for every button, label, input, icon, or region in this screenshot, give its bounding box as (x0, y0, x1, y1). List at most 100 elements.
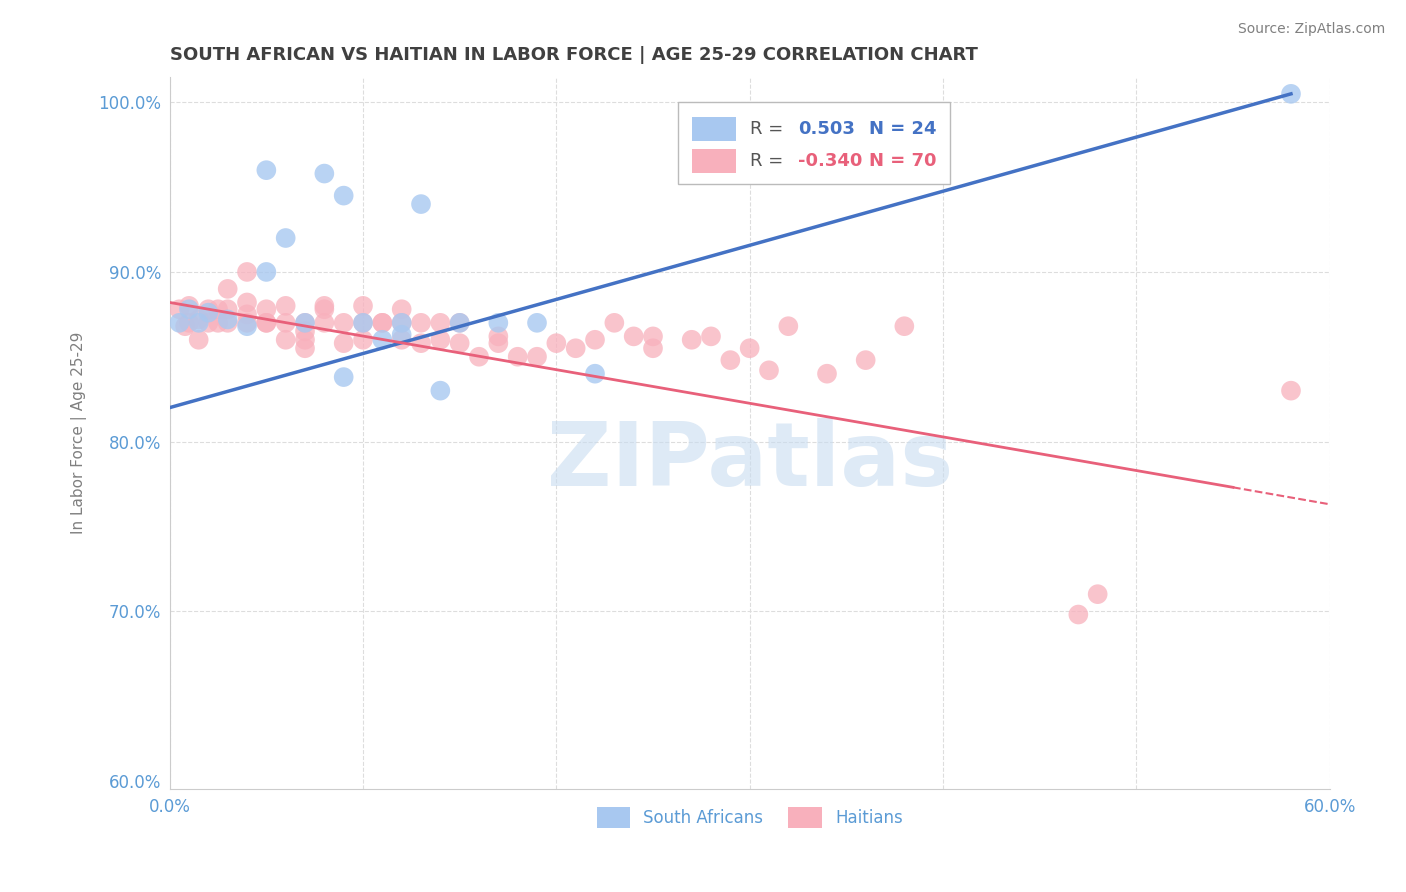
Point (274, 299, 297, 313)
Point (449, 316, 471, 330)
Point (254, 302, 277, 317)
Point (217, 302, 239, 317)
Point (815, 367, 838, 381)
Point (468, 350, 491, 364)
Point (409, 316, 432, 330)
Bar (692, 117, 735, 141)
Point (352, 299, 374, 313)
Point (391, 316, 413, 330)
Point (391, 327, 413, 342)
Point (352, 333, 374, 347)
Point (197, 302, 219, 317)
Point (187, 316, 209, 330)
Point (314, 167, 336, 181)
Point (174, 319, 197, 334)
Point (391, 302, 413, 317)
Text: -0.340: -0.340 (799, 152, 863, 170)
Point (217, 312, 239, 326)
Point (274, 333, 297, 347)
Point (197, 316, 219, 330)
Point (546, 336, 568, 351)
Point (177, 299, 200, 313)
Point (187, 333, 209, 347)
Legend: South Africans, Haitians: South Africans, Haitians (591, 801, 910, 834)
Point (207, 302, 229, 317)
Point (332, 188, 354, 202)
Point (738, 341, 761, 355)
Point (1279, 384, 1302, 398)
Point (429, 333, 451, 347)
Point (294, 341, 316, 355)
Point (526, 316, 548, 330)
Point (1067, 607, 1090, 622)
Point (893, 319, 915, 334)
Point (254, 163, 277, 178)
Point (207, 316, 229, 330)
Point (254, 316, 277, 330)
Point (217, 316, 239, 330)
Point (236, 295, 259, 310)
Point (623, 329, 645, 343)
Point (332, 370, 354, 384)
Point (177, 302, 200, 317)
Point (681, 333, 703, 347)
Point (371, 316, 394, 330)
Point (429, 316, 451, 330)
Point (236, 265, 259, 279)
Point (352, 316, 374, 330)
Point (778, 319, 800, 334)
Point (486, 316, 509, 330)
Point (177, 316, 200, 330)
Point (486, 329, 509, 343)
Point (391, 333, 413, 347)
Point (486, 336, 509, 351)
Point (758, 363, 780, 377)
Point (314, 299, 336, 313)
Text: SOUTH AFRICAN VS HAITIAN IN LABOR FORCE | AGE 25-29 CORRELATION CHART: SOUTH AFRICAN VS HAITIAN IN LABOR FORCE … (170, 46, 977, 64)
Text: N = 70: N = 70 (869, 152, 936, 170)
Point (274, 316, 297, 330)
Point (314, 316, 336, 330)
Point (236, 316, 259, 330)
Point (197, 305, 219, 319)
Point (236, 319, 259, 334)
Point (583, 333, 606, 347)
Point (294, 333, 316, 347)
Point (332, 336, 354, 351)
Point (1087, 587, 1109, 601)
Point (169, 302, 191, 317)
Point (352, 316, 374, 330)
Point (449, 336, 471, 351)
Point (526, 350, 548, 364)
Text: R =: R = (749, 152, 789, 170)
Point (236, 307, 259, 321)
Point (641, 341, 664, 355)
Point (371, 316, 394, 330)
Point (700, 329, 723, 343)
Bar (692, 149, 735, 173)
Point (294, 324, 316, 338)
Point (429, 384, 451, 398)
Y-axis label: In Labor Force | Age 25-29: In Labor Force | Age 25-29 (72, 332, 87, 534)
Point (294, 316, 316, 330)
Point (855, 353, 877, 368)
Text: 0.503: 0.503 (799, 120, 855, 138)
Point (274, 231, 297, 245)
Point (254, 265, 277, 279)
Point (254, 316, 277, 330)
Point (506, 350, 529, 364)
Text: Source: ZipAtlas.com: Source: ZipAtlas.com (1237, 22, 1385, 37)
Point (371, 333, 394, 347)
Point (169, 316, 191, 330)
Point (314, 302, 336, 317)
Point (294, 316, 316, 330)
Point (603, 316, 626, 330)
Text: R =: R = (749, 120, 789, 138)
Point (564, 341, 586, 355)
Text: N = 24: N = 24 (869, 120, 936, 138)
Point (217, 282, 239, 296)
Text: ZIPatlas: ZIPatlas (547, 418, 953, 505)
Point (187, 312, 209, 326)
Point (449, 316, 471, 330)
Point (391, 316, 413, 330)
